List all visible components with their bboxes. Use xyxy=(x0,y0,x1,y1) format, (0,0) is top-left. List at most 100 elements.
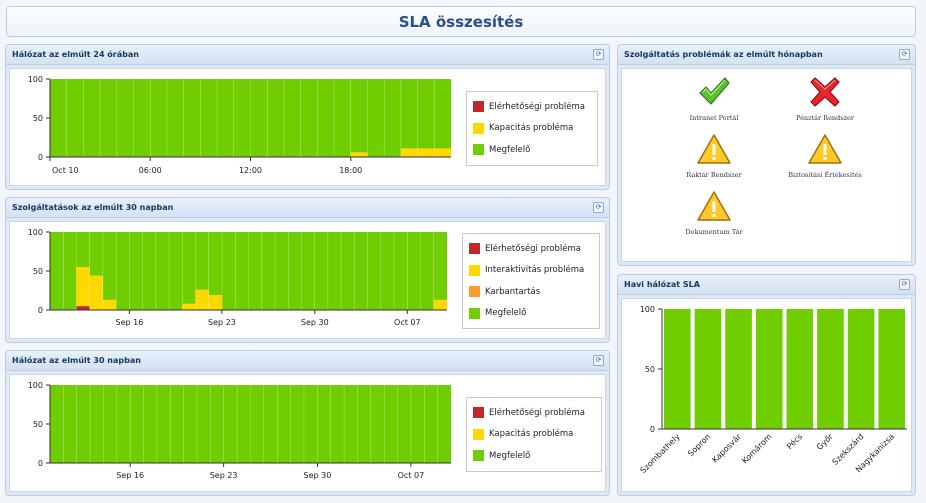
legend-item: Kapacitás probléma xyxy=(473,424,595,446)
y-tick-label: 0 xyxy=(38,459,43,468)
bar-segment xyxy=(102,299,117,310)
x-tick-label: Sep 23 xyxy=(210,471,238,480)
bar-segment xyxy=(143,385,157,463)
legend-label: Karbantartás xyxy=(485,286,541,297)
bar-segment xyxy=(233,79,251,157)
bar xyxy=(786,309,814,429)
bar-segment xyxy=(248,232,262,310)
service-label: Intranet Portál xyxy=(689,114,739,122)
service-label: Biztosítási Értékesítés xyxy=(788,171,862,179)
refresh-icon[interactable]: ⟳ xyxy=(899,49,910,60)
legend-item: Interaktivitás probléma xyxy=(469,260,593,282)
bar-segment xyxy=(195,289,209,310)
service-status-item[interactable]: Dokumentum Tár xyxy=(659,190,769,236)
bar xyxy=(725,309,752,429)
legend-label: Megfelelő xyxy=(489,144,531,155)
legend-swatch-yellow xyxy=(473,428,484,440)
x-tick-label: Sep 16 xyxy=(115,318,143,327)
bar-segment xyxy=(317,79,335,157)
bar-segment xyxy=(380,232,395,310)
legend-item: Megfelelő xyxy=(473,445,595,467)
bar xyxy=(664,309,691,429)
panel-title: Hálózat az elmúlt 24 órában xyxy=(12,50,139,59)
legend-label: Elérhetőségi probléma xyxy=(485,243,581,254)
x-tick-label: Komárom xyxy=(740,432,774,466)
bar-segment xyxy=(250,79,268,157)
bar-segment xyxy=(102,232,117,300)
check-icon xyxy=(699,77,730,105)
bar-segment xyxy=(210,385,224,463)
bar-segment xyxy=(66,79,84,157)
x-tick-label: Sep 30 xyxy=(304,471,332,480)
legend-label: Megfelelő xyxy=(485,308,527,319)
bar-segment xyxy=(394,232,408,310)
bar-segment xyxy=(182,232,196,304)
bar-segment xyxy=(277,385,291,463)
bar-segment xyxy=(354,232,368,310)
panel-body: Intranet Portál Pénztár Rendszer Raktár … xyxy=(621,68,912,262)
bar-segment xyxy=(288,232,302,310)
legend-item: Kapacitás probléma xyxy=(473,118,591,140)
panel-services-30d: Szolgáltatások az elmúlt 30 napban ⟳ 0 50… xyxy=(5,197,610,343)
service-status-item[interactable]: Raktár Rendszer xyxy=(659,133,769,179)
refresh-icon[interactable]: ⟳ xyxy=(593,49,604,60)
legend-label: Interaktivitás probléma xyxy=(485,265,585,276)
service-label: Dokumentum Tár xyxy=(685,228,743,236)
panel-service-problems: Szolgáltatás problémák az elmúlt hónapba… xyxy=(617,44,916,266)
bar-segment xyxy=(357,385,371,463)
bar-segment xyxy=(208,295,223,310)
bar-segment xyxy=(327,232,342,310)
x-tick-label: 18:00 xyxy=(339,166,362,175)
service-status-item[interactable]: Intranet Portál xyxy=(659,76,769,122)
y-tick-label: 50 xyxy=(33,267,43,276)
bar-segment xyxy=(183,79,201,157)
bar xyxy=(847,309,875,429)
bar-segment xyxy=(217,79,234,157)
bar-segment xyxy=(103,385,117,463)
service-label: Raktár Rendszer xyxy=(686,171,742,179)
service-status-item[interactable]: Pénztár Rendszer xyxy=(770,76,880,122)
refresh-icon[interactable]: ⟳ xyxy=(593,202,604,213)
bar-segment xyxy=(301,232,315,310)
bar-segment xyxy=(261,232,275,310)
panel-header: Havi hálózat SLA ⟳ xyxy=(618,275,915,295)
bar-segment xyxy=(344,385,358,463)
bar-segment xyxy=(397,385,411,463)
bar-segment xyxy=(223,385,238,463)
service-status-item[interactable]: Biztosítási Értékesítés xyxy=(770,133,880,179)
refresh-icon[interactable]: ⟳ xyxy=(899,279,910,290)
legend-item: Elérhetőségi probléma xyxy=(473,96,591,118)
bar-segment xyxy=(274,232,289,310)
bar-segment xyxy=(116,385,131,463)
bar-segment xyxy=(76,232,90,268)
y-tick-label: 0 xyxy=(38,306,43,315)
bar-segment xyxy=(350,79,368,153)
bar-segment xyxy=(437,385,451,463)
bar-segment xyxy=(222,232,236,310)
bar-segment xyxy=(410,385,425,463)
bar-segment xyxy=(400,79,418,149)
bar-segment xyxy=(142,232,156,310)
panel-body: Szombathely Sopron Kaposvár Komárom Pécs Győr… xyxy=(621,298,912,492)
bar-segment xyxy=(303,385,318,463)
chart-legend: Elérhetőségi probléma Kapacitás probléma… xyxy=(466,397,602,472)
bar-segment xyxy=(133,79,151,157)
warning-icon xyxy=(697,134,731,164)
bar-segment xyxy=(384,385,398,463)
bar-segment xyxy=(317,385,331,463)
refresh-icon[interactable]: ⟳ xyxy=(593,355,604,366)
bar-segment xyxy=(182,303,196,310)
bar-segment xyxy=(76,267,90,307)
bar-segment xyxy=(407,232,421,310)
x-tick-label: 12:00 xyxy=(239,166,262,175)
bar-segment xyxy=(433,232,447,300)
bar-segment xyxy=(166,79,184,157)
panel-title: Havi hálózat SLA xyxy=(624,280,700,289)
chart-network-24h: 0 50 100 Oct 10 06:00 12:00 18:00 xyxy=(28,75,451,175)
chart-legend: Elérhetőségi probléma Interaktivitás pro… xyxy=(462,233,600,329)
panel-header: Hálózat az elmúlt 30 napban ⟳ xyxy=(6,351,609,371)
bar-segment xyxy=(150,79,167,157)
bar-segment xyxy=(341,232,355,310)
bar-segment xyxy=(367,79,385,157)
y-tick-label: 100 xyxy=(28,381,43,390)
